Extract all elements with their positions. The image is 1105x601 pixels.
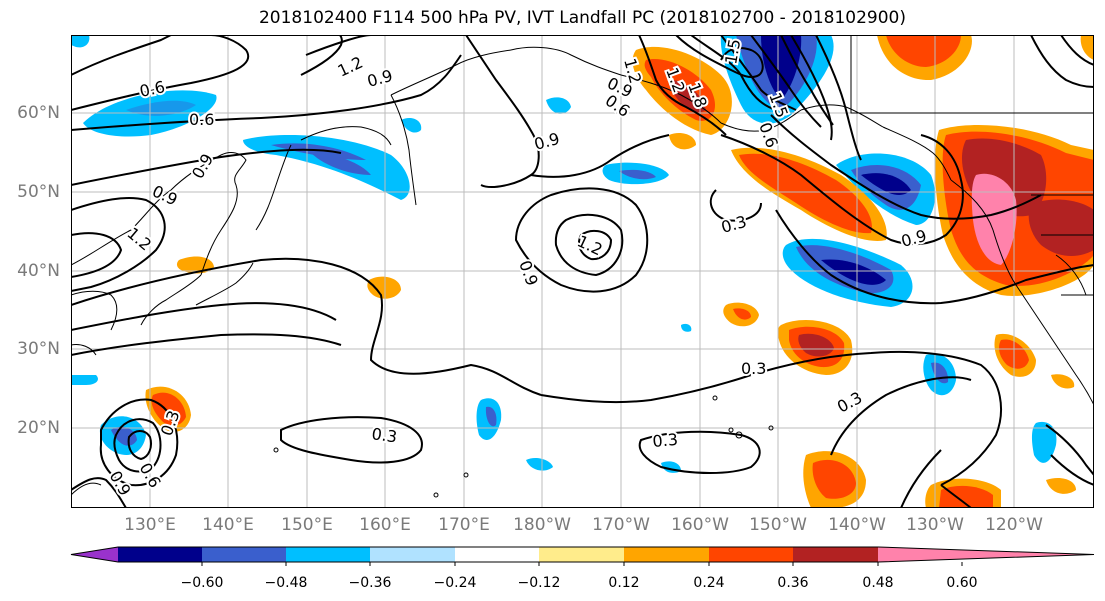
lon-label: 170°W	[592, 515, 650, 535]
map-frame	[71, 35, 1094, 508]
colorbar-tick-labels: −0.60 −0.48 −0.36 −0.24 −0.12 0.12 0.24 …	[181, 575, 978, 591]
colorbar-tick-label: 0.60	[946, 575, 977, 591]
map-panel: 1.2 0.9 0.6 0.6 0.9 0.9 1.2 0.9 1.2 0.9 …	[71, 35, 1094, 508]
colorbar-tick-label: −0.24	[434, 575, 477, 591]
contour-label: 0.3	[741, 359, 766, 378]
colorbar-swatch	[71, 547, 118, 562]
lon-label: 150°E	[281, 515, 333, 535]
lon-label: 130°E	[124, 515, 176, 535]
colorbar-tick-label: 0.48	[862, 575, 893, 591]
lon-label: 160°E	[359, 515, 411, 535]
colorbar-swatch	[624, 547, 709, 562]
lon-label: 140°W	[828, 515, 886, 535]
colorbar-tick-label: −0.12	[518, 575, 561, 591]
coastlines	[71, 35, 1094, 498]
colorbar-swatch	[539, 547, 624, 562]
lon-label: 170°E	[438, 515, 490, 535]
colorbar-tick-label: −0.48	[265, 575, 308, 591]
lat-label: 40°N	[17, 261, 60, 281]
colorbar-swatch	[878, 547, 1094, 562]
lon-label: 180°W	[513, 515, 571, 535]
lat-label: 50°N	[17, 182, 60, 202]
colorbar-tick-label: 0.12	[608, 575, 639, 591]
colorbar-swatch	[370, 547, 455, 562]
colorbar-swatches	[70, 546, 1095, 566]
contour-label: 0.3	[370, 424, 398, 446]
colorbar-tick-label: 0.36	[777, 575, 808, 591]
lon-label: 130°W	[906, 515, 964, 535]
gridlines	[71, 35, 1094, 508]
colorbar-swatch	[118, 547, 202, 562]
colorbar-swatch	[202, 547, 286, 562]
colorbar-swatch	[793, 547, 878, 562]
contour-label: 0.3	[652, 430, 679, 451]
colorbar-tick-label: 0.24	[693, 575, 724, 591]
shading-layer	[71, 35, 1094, 508]
colorbar-tick-label: −0.60	[181, 575, 224, 591]
lat-label: 30°N	[17, 339, 60, 359]
map-title: 2018102400 F114 500 hPa PV, IVT Landfall…	[258, 8, 906, 28]
colorbar-swatch	[455, 547, 539, 562]
colorbar-tick-label: −0.36	[349, 575, 392, 591]
colorbar-outline	[70, 546, 1095, 563]
colorbar: −0.60 −0.48 −0.36 −0.24 −0.12 0.12 0.24 …	[70, 546, 1095, 591]
pv-contours	[71, 35, 1094, 508]
lon-label: 140°E	[202, 515, 254, 535]
lon-label: 150°W	[749, 515, 807, 535]
contour-label: 0.6	[189, 110, 214, 129]
lon-label: 160°W	[671, 515, 729, 535]
lon-label: 120°W	[985, 515, 1043, 535]
map-svg: 1.2 0.9 0.6 0.6 0.9 0.9 1.2 0.9 1.2 0.9 …	[71, 35, 1094, 508]
colorbar-swatch	[286, 547, 370, 562]
lat-label: 60°N	[17, 103, 60, 123]
colorbar-swatch	[709, 547, 793, 562]
lat-label: 20°N	[17, 418, 60, 438]
